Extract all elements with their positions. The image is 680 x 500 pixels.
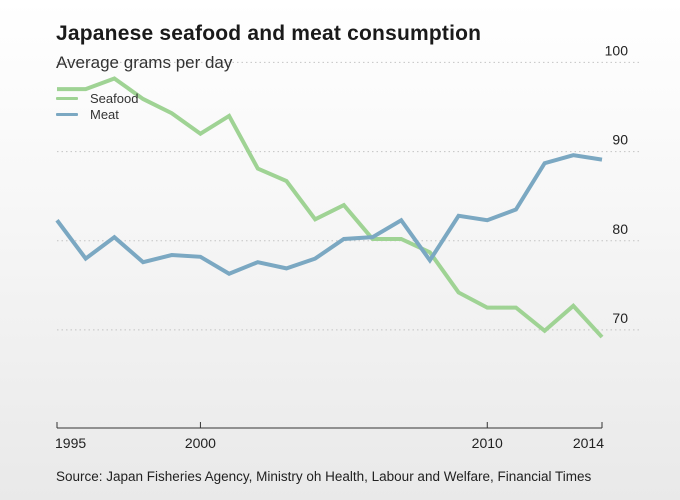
data-point-meat-2006 bbox=[371, 235, 375, 239]
chart-subtitle: Average grams per day bbox=[56, 53, 233, 72]
x-tick-label-1995: 1995 bbox=[55, 435, 86, 451]
axis-layer bbox=[56, 422, 603, 429]
data-point-seafood-2011 bbox=[514, 306, 518, 310]
data-point-seafood-2010 bbox=[485, 306, 489, 310]
data-point-seafood-2013 bbox=[571, 304, 575, 308]
legend-swatch-meat bbox=[56, 112, 78, 116]
grid-layer bbox=[57, 61, 640, 331]
data-point-meat-2010 bbox=[485, 218, 489, 222]
data-point-meat-2013 bbox=[571, 153, 575, 157]
data-point-meat-1998 bbox=[141, 260, 145, 264]
chart-title: Japanese seafood and meat consumption bbox=[56, 22, 482, 45]
series-line-meat bbox=[55, 153, 603, 276]
data-point-seafood-2003 bbox=[284, 179, 288, 183]
data-point-seafood-2012 bbox=[543, 329, 547, 333]
data-point-seafood-2008 bbox=[428, 250, 432, 254]
data-point-seafood-2002 bbox=[256, 167, 260, 171]
legend: Seafood Meat bbox=[56, 90, 138, 122]
data-point-meat-2014 bbox=[600, 158, 604, 162]
data-point-meat-1995 bbox=[55, 218, 59, 222]
data-point-seafood-2004 bbox=[313, 217, 317, 221]
data-point-meat-2012 bbox=[543, 161, 547, 165]
data-point-meat-2001 bbox=[227, 272, 231, 276]
data-point-seafood-2009 bbox=[457, 290, 461, 294]
data-point-seafood-2007 bbox=[399, 237, 403, 241]
label-layer: 70 80 90 100 1995 2000 2010 2014 bbox=[55, 42, 628, 451]
y-tick-label-80: 80 bbox=[612, 221, 628, 237]
data-point-meat-2009 bbox=[457, 214, 461, 218]
legend-item-seafood[interactable]: Seafood bbox=[56, 90, 138, 106]
data-point-meat-2007 bbox=[399, 218, 403, 222]
data-point-seafood-2005 bbox=[342, 203, 346, 207]
data-point-meat-2005 bbox=[342, 237, 346, 241]
data-point-meat-1996 bbox=[84, 257, 88, 261]
data-point-seafood-1998 bbox=[141, 97, 145, 101]
data-point-seafood-1997 bbox=[112, 76, 116, 80]
data-point-meat-2004 bbox=[313, 257, 317, 261]
series-line-seafood bbox=[57, 76, 604, 339]
legend-label-meat: Meat bbox=[90, 106, 119, 122]
source-note: Source: Japan Fisheries Agency, Ministry… bbox=[56, 469, 592, 484]
data-point-meat-2003 bbox=[284, 266, 288, 270]
legend-swatch-seafood bbox=[56, 96, 78, 100]
legend-item-meat[interactable]: Meat bbox=[56, 106, 138, 122]
data-point-seafood-1999 bbox=[170, 111, 174, 115]
data-point-seafood-2001 bbox=[227, 114, 231, 118]
data-point-meat-2008 bbox=[428, 258, 432, 262]
data-point-meat-1999 bbox=[170, 253, 174, 257]
y-tick-label-70: 70 bbox=[612, 310, 628, 326]
data-point-meat-2011 bbox=[514, 208, 518, 212]
data-point-seafood-2014 bbox=[600, 335, 604, 339]
x-tick-label-2014: 2014 bbox=[573, 435, 604, 451]
x-tick-label-2000: 2000 bbox=[185, 435, 216, 451]
data-point-meat-2000 bbox=[198, 255, 202, 259]
series-layer bbox=[55, 76, 604, 339]
y-tick-label-90: 90 bbox=[612, 132, 628, 148]
data-point-meat-1997 bbox=[112, 235, 116, 239]
legend-label-seafood: Seafood bbox=[90, 90, 139, 106]
data-point-meat-2002 bbox=[256, 260, 260, 264]
x-tick-label-2010: 2010 bbox=[472, 435, 503, 451]
data-point-seafood-2000 bbox=[198, 132, 202, 136]
y-tick-label-100: 100 bbox=[605, 42, 629, 58]
